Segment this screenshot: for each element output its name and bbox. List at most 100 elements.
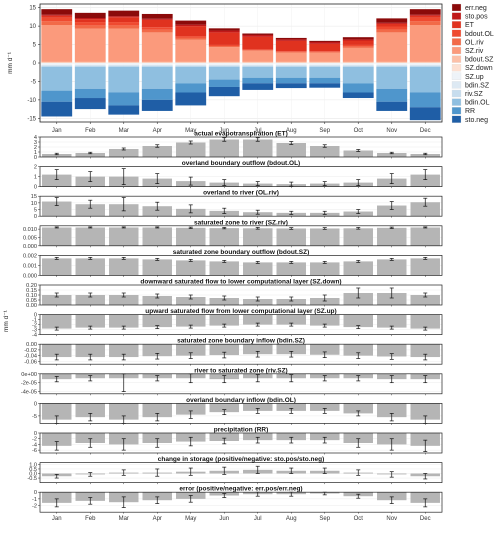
bar-segment [41,64,73,66]
bar-segment [275,40,307,52]
legend-swatch [451,12,462,20]
legend-swatch [451,81,462,89]
bar-segment [141,64,173,66]
bar-segment [175,66,207,84]
bar-segment [41,9,73,15]
legend-swatch [451,72,462,80]
y-tick-label: -1 [32,497,37,503]
bar-segment [74,12,106,19]
panel: saturated zone to river (SZ.riv) 0.000 0.0… [23,219,443,250]
bar-segment [409,66,441,93]
bar [142,296,172,305]
bar-segment [242,65,274,67]
bar-segment [275,66,307,78]
y-tick-label: -15 [27,116,36,122]
bar-segment [342,44,374,47]
legend-swatch [451,29,462,37]
bar [343,293,373,305]
y-tick-label: 1 [34,175,37,181]
bar-segment [376,26,408,30]
bar-segment [208,63,240,65]
bar-segment [108,28,140,62]
y-tick-label: 1.0 [29,462,37,468]
bar [343,261,373,276]
y-axis-label: mm d⁻¹ [7,51,14,74]
x-tick-label: Feb [85,516,96,522]
panel-title: overland boundary inflow (bdin.OL) [186,397,296,404]
y-tick-label: -0.04 [24,354,37,360]
bar [310,344,340,355]
bar-segment [342,64,374,66]
bar [142,403,172,418]
bar-segment [376,64,408,66]
bar [276,314,306,325]
y-tick-label: 0 [34,313,37,319]
bar-segment [41,15,73,18]
bar-segment [376,101,408,111]
panel: change in storage (positive/negative: st… [27,456,443,485]
bar-segment [342,39,374,41]
bar [109,314,139,328]
bar [176,314,206,327]
bar-segment [275,51,307,53]
panel-title: error (positive/negative: err.pos/err.ne… [179,486,302,493]
bar-segment [242,50,274,62]
bar [310,228,340,246]
panel-area [40,433,442,453]
bar-segment [74,65,106,67]
bar-segment [242,49,274,51]
y-tick-label: 10 [29,24,36,30]
bar [243,228,273,246]
legend-label: bdin.OL [465,100,490,107]
bar-segment [309,61,341,63]
y-tick-label: 0.00 [26,342,37,348]
bar-segment [108,66,140,93]
bar-segment [376,32,408,62]
bar [42,314,72,329]
bar-segment [275,77,307,84]
y-tick-label: 2 [34,145,37,151]
bar-segment [409,14,441,16]
y-tick-label: -0.06 [24,359,37,365]
bar [176,297,206,305]
bar-segment [275,65,307,67]
bar-segment [376,22,408,24]
bar-segment [208,65,240,67]
bar [343,433,373,443]
bar [75,492,105,501]
bar-segment [41,17,73,22]
bar-segment [309,52,341,62]
panel-border [39,343,443,365]
legend-label: bdout.OL [465,31,494,38]
legend-swatch [451,3,462,12]
bar-segment [275,39,307,41]
bar [377,492,407,501]
y-tick-label: 0.002 [23,253,37,259]
x-tick-label: Jun [219,128,229,134]
stacked-balance-chart: -15 -10 -5 0 5 10 15 Jan Feb Mar Apr May Jun Jul Aug Se… [7,3,443,134]
bar-segment [108,10,140,17]
legend-label: bdout.SZ [465,57,494,64]
bar-segment [342,63,374,65]
bar-segment [108,63,140,65]
y-tick-label: 0.0 [29,472,37,478]
y-tick-label: -0.5 [27,476,37,482]
bar-segment [275,52,307,62]
bar-segment [141,13,173,19]
y-tick-label: 0 [34,431,37,437]
bar-segment [208,64,240,66]
bar-segment [74,28,106,62]
bar-segment [41,14,73,16]
panel-title: saturated zone boundary outflow (bdout.S… [173,249,310,256]
y-tick-label: 0 [34,185,37,191]
panel: overland boundary inflow (bdin.OL) 0 -5 [32,397,443,425]
bar [243,344,273,355]
bar-segment [208,61,240,63]
legend-label: SZ.down [465,65,493,72]
panel-border [39,195,443,217]
bar [377,153,407,157]
bar-segment [342,92,374,99]
bar [109,149,139,157]
